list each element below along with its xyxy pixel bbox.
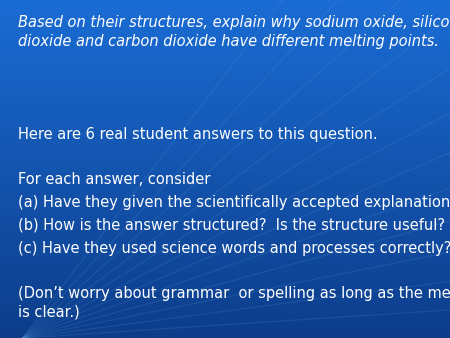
Text: Based on their structures, explain why sodium oxide, silicon
dioxide and carbon : Based on their structures, explain why s… (18, 15, 450, 49)
Text: Here are 6 real student answers to this question.: Here are 6 real student answers to this … (18, 127, 378, 142)
Text: (c) Have they used science words and processes correctly?: (c) Have they used science words and pro… (18, 241, 450, 256)
Text: (Don’t worry about grammar  or spelling as long as the meaning
is clear.): (Don’t worry about grammar or spelling a… (18, 286, 450, 320)
Text: For each answer, consider: For each answer, consider (18, 172, 211, 187)
Text: (a) Have they given the scientifically accepted explanation?: (a) Have they given the scientifically a… (18, 195, 450, 210)
Text: (b) How is the answer structured?  Is the structure useful?: (b) How is the answer structured? Is the… (18, 218, 445, 233)
